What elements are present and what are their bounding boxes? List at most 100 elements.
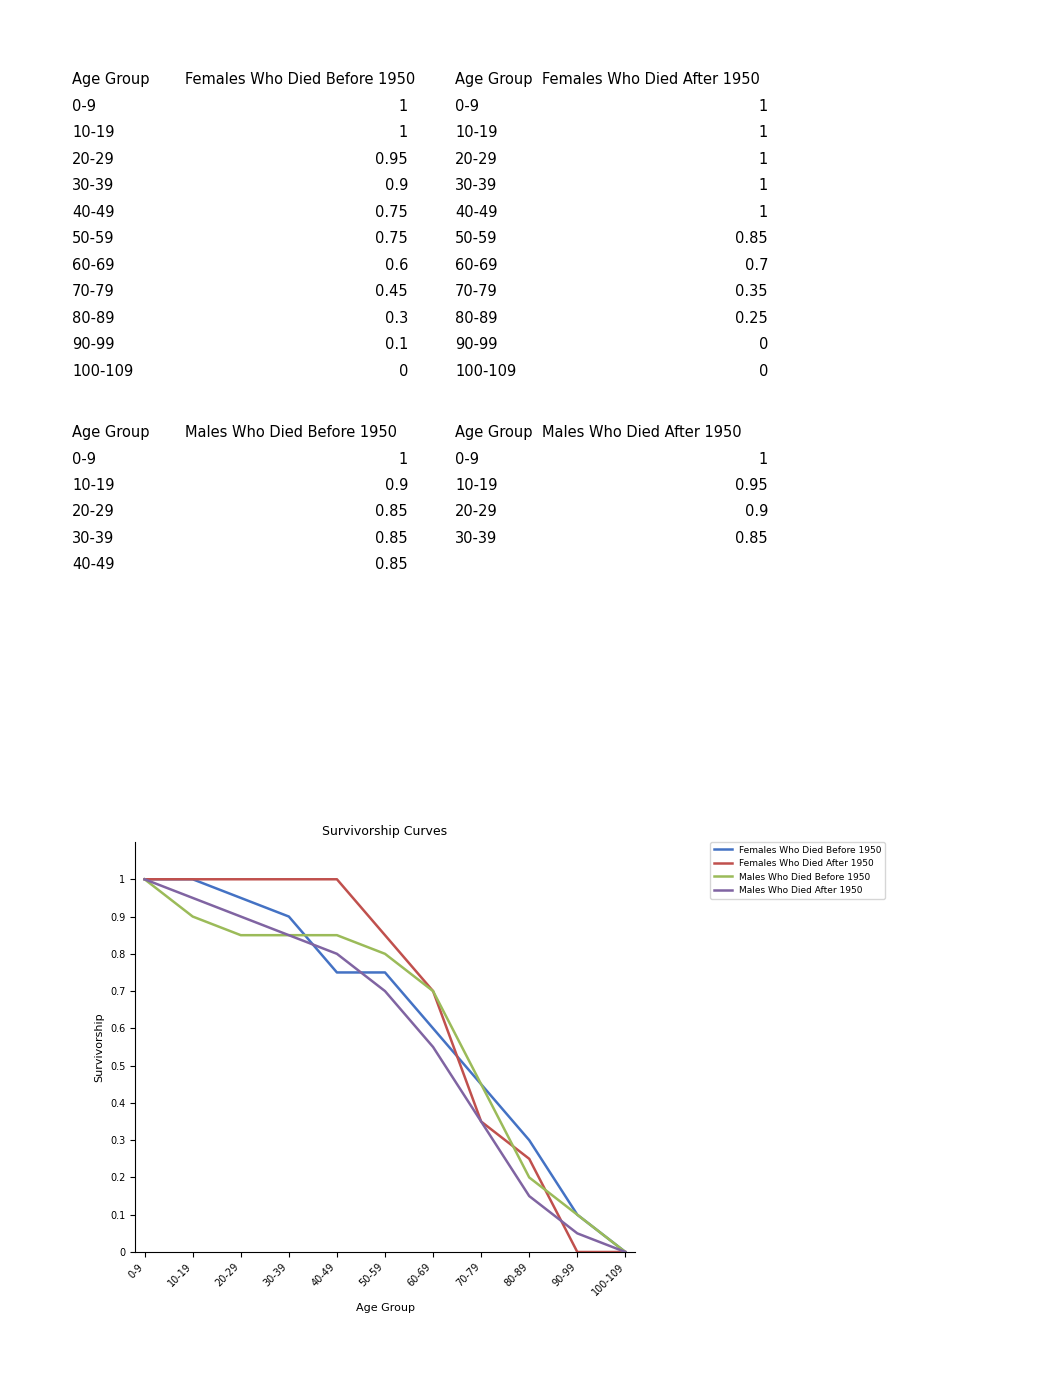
Text: Age Group: Age Group [72, 72, 150, 87]
Line: Males Who Died Before 1950: Males Who Died Before 1950 [144, 880, 626, 1252]
Text: 0.45: 0.45 [375, 284, 408, 299]
Males Who Died After 1950 [235, 909, 247, 925]
Text: 1: 1 [398, 452, 408, 467]
Text: 0.25: 0.25 [735, 310, 768, 325]
Females Who Died Before 1950 [138, 872, 151, 888]
Text: 0.9: 0.9 [384, 178, 408, 193]
Text: 1: 1 [758, 151, 768, 167]
Females Who Died Before 1950 [619, 1243, 632, 1260]
Text: 0-9: 0-9 [72, 99, 96, 113]
Text: 0.95: 0.95 [735, 478, 768, 493]
Females Who Died Before 1950 [282, 909, 295, 925]
Text: 60-69: 60-69 [455, 257, 497, 273]
Females Who Died Before 1950 [475, 1075, 487, 1092]
Text: Males Who Died After 1950: Males Who Died After 1950 [542, 425, 741, 441]
Text: 0-9: 0-9 [455, 99, 479, 113]
Text: 0.3: 0.3 [384, 310, 408, 325]
Text: 0.85: 0.85 [735, 231, 768, 246]
Females Who Died Before 1950 [523, 1132, 535, 1148]
Text: 1: 1 [758, 205, 768, 219]
Text: 40-49: 40-49 [72, 205, 115, 219]
Text: 0.35: 0.35 [736, 284, 768, 299]
Text: 90-99: 90-99 [455, 337, 497, 353]
Males Who Died Before 1950 [619, 1243, 632, 1260]
Females Who Died After 1950 [186, 872, 199, 888]
X-axis label: Age Group: Age Group [356, 1303, 414, 1312]
Males Who Died Before 1950 [379, 946, 392, 963]
Females Who Died After 1950 [282, 872, 295, 888]
Text: 1: 1 [398, 99, 408, 113]
Males Who Died After 1950 [138, 872, 151, 888]
Females Who Died After 1950 [330, 872, 343, 888]
Text: 80-89: 80-89 [72, 310, 115, 325]
Males Who Died After 1950 [571, 1226, 584, 1242]
Text: 1: 1 [758, 178, 768, 193]
Males Who Died After 1950 [186, 890, 199, 906]
Males Who Died Before 1950 [282, 927, 295, 943]
Text: Females Who Died After 1950: Females Who Died After 1950 [542, 72, 760, 87]
Females Who Died After 1950 [138, 872, 151, 888]
Males Who Died After 1950 [282, 927, 295, 943]
Males Who Died Before 1950 [427, 983, 440, 1000]
Males Who Died Before 1950 [330, 927, 343, 943]
Males Who Died After 1950 [427, 1038, 440, 1055]
Text: Age Group: Age Group [455, 425, 532, 441]
Text: 0.9: 0.9 [384, 478, 408, 493]
Females Who Died After 1950 [235, 872, 247, 888]
Females Who Died Before 1950 [330, 964, 343, 980]
Text: 0.1: 0.1 [384, 337, 408, 353]
Text: 10-19: 10-19 [72, 478, 115, 493]
Females Who Died After 1950 [523, 1151, 535, 1168]
Text: 30-39: 30-39 [72, 178, 115, 193]
Females Who Died After 1950 [571, 1243, 584, 1260]
Text: Males Who Died Before 1950: Males Who Died Before 1950 [185, 425, 397, 441]
Text: 80-89: 80-89 [455, 310, 497, 325]
Text: 40-49: 40-49 [72, 558, 115, 573]
Text: 0: 0 [398, 364, 408, 379]
Line: Males Who Died After 1950: Males Who Died After 1950 [144, 880, 626, 1252]
Text: 1: 1 [758, 125, 768, 140]
Text: 0.95: 0.95 [375, 151, 408, 167]
Legend: Females Who Died Before 1950, Females Who Died After 1950, Males Who Died Before: Females Who Died Before 1950, Females Wh… [710, 841, 885, 899]
Text: 1: 1 [398, 125, 408, 140]
Text: Age Group: Age Group [72, 425, 150, 441]
Text: 0: 0 [758, 337, 768, 353]
Text: 70-79: 70-79 [455, 284, 498, 299]
Text: 10-19: 10-19 [72, 125, 115, 140]
Text: 0.85: 0.85 [735, 532, 768, 547]
Males Who Died Before 1950 [523, 1169, 535, 1186]
Text: Age Group: Age Group [455, 72, 532, 87]
Text: 30-39: 30-39 [72, 532, 115, 547]
Title: Survivorship Curves: Survivorship Curves [323, 825, 447, 839]
Text: Females Who Died Before 1950: Females Who Died Before 1950 [185, 72, 415, 87]
Text: 20-29: 20-29 [455, 504, 498, 519]
Females Who Died After 1950 [619, 1243, 632, 1260]
Text: 10-19: 10-19 [455, 478, 497, 493]
Text: 20-29: 20-29 [455, 151, 498, 167]
Text: 10-19: 10-19 [455, 125, 497, 140]
Males Who Died Before 1950 [571, 1206, 584, 1223]
Line: Females Who Died After 1950: Females Who Died After 1950 [144, 880, 626, 1252]
Text: 0.6: 0.6 [384, 257, 408, 273]
Text: 20-29: 20-29 [72, 504, 115, 519]
Females Who Died Before 1950 [571, 1206, 584, 1223]
Females Who Died Before 1950 [427, 1020, 440, 1037]
Line: Females Who Died Before 1950: Females Who Died Before 1950 [144, 880, 626, 1252]
Text: 0.75: 0.75 [375, 205, 408, 219]
Text: 20-29: 20-29 [72, 151, 115, 167]
Text: 0-9: 0-9 [72, 452, 96, 467]
Text: 30-39: 30-39 [455, 532, 497, 547]
Text: 0: 0 [758, 364, 768, 379]
Males Who Died After 1950 [475, 1113, 487, 1129]
Text: 0.85: 0.85 [375, 558, 408, 573]
Text: 100-109: 100-109 [455, 364, 516, 379]
Text: 1: 1 [758, 99, 768, 113]
Females Who Died Before 1950 [235, 890, 247, 906]
Females Who Died After 1950 [379, 927, 392, 943]
Y-axis label: Survivorship: Survivorship [95, 1012, 104, 1082]
Text: 0-9: 0-9 [455, 452, 479, 467]
Text: 0.85: 0.85 [375, 532, 408, 547]
Females Who Died After 1950 [475, 1113, 487, 1129]
Females Who Died Before 1950 [186, 872, 199, 888]
Text: 1: 1 [758, 452, 768, 467]
